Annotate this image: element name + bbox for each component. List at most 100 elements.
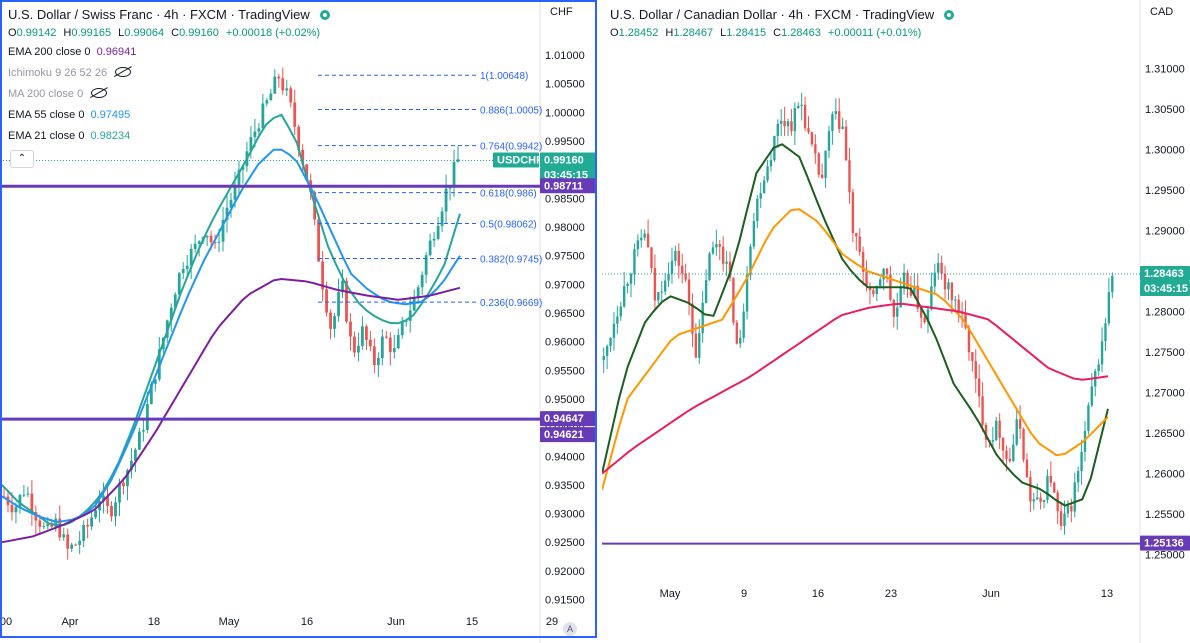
candle-body [838,111,841,129]
hidden-eye-icon[interactable] [91,88,108,98]
candle-body [790,121,793,132]
ema-series-line [602,302,1109,475]
x-tick-label: 00 [0,616,12,628]
open-value: 1.28452 [618,27,659,39]
candle-body [269,93,273,101]
hidden-eye-icon[interactable] [115,67,132,77]
indicator-ema55[interactable]: EMA 55 close 0 0.97495 [8,109,130,121]
candle-body [984,424,988,440]
candle-body [612,323,616,338]
candle-body [967,327,971,353]
indicator-ema200[interactable]: EMA 200 close 0 0.96941 [8,46,136,58]
candle-body [974,360,977,379]
last-price-label-bg [540,152,596,168]
candle-body [803,104,807,129]
candle-body [281,78,285,91]
indicator-ichimoku[interactable]: Ichimoku 9 26 52 26 [8,67,132,79]
axis-currency-label[interactable]: CAD [1150,6,1174,18]
last-price-label: 1.28463 [1144,268,1184,280]
candle-body [715,244,718,248]
candle-body [50,523,54,527]
candle-body [321,261,324,290]
y-tick-label: 0.94000 [545,451,585,463]
candle-body [153,379,157,384]
y-tick-label: 0.92500 [545,537,585,549]
candle-body [317,219,321,262]
open-value: 0.99142 [16,27,57,39]
candle-body [1090,386,1094,406]
candle-body [253,131,257,138]
usdchf-chart-pane[interactable]: 1.010001.005001.000000.995000.990000.985… [0,0,600,643]
y-tick-label: 1.28000 [1145,307,1185,319]
y-tick-label: 1.00500 [545,79,585,91]
support-price-label-bg [540,411,596,427]
chart-title: U.S. Dollar / Canadian Dollar · 4h · FXC… [610,7,955,22]
candle-body [181,269,185,274]
usdchf-chart-canvas[interactable]: 1.010001.005001.000000.995000.990000.985… [0,0,600,643]
x-tick-label: 13 [1101,588,1113,600]
candle-body [909,287,913,296]
candle-body [981,396,984,425]
support-price-label-2: 0.94621 [544,429,584,441]
candle-body [273,76,277,94]
indicator-label: EMA 21 close 0 [8,130,85,142]
axis-currency-label[interactable]: CHF [550,6,573,18]
candle-body [177,273,181,295]
candle-body [875,286,878,295]
candle-body [923,317,926,323]
candle-body [619,306,622,317]
candle-body [149,383,153,405]
candle-body [408,310,412,321]
candle-body [297,126,301,150]
candle-body [694,333,698,358]
candle-body [848,160,851,193]
change-value: +0.00011 (+0.01%) [827,27,922,39]
usdcad-chart-canvas[interactable]: 1.310001.305001.300001.295001.290001.285… [602,0,1190,643]
ohlc-readout: O0.99142 H0.99165 L0.99064 C0.99160 +0.0… [8,27,324,39]
candle-body [930,286,933,310]
indicator-ma200[interactable]: MA 200 close 0 [8,88,108,100]
candle-body [602,356,605,361]
candle-body [721,246,725,264]
candle-body [293,102,297,127]
candle-body [193,243,197,249]
candle-body [1087,405,1090,431]
indicator-ema21[interactable]: EMA 21 close 0 0.98234 [8,130,130,142]
candle-body [995,420,998,441]
candle-body [102,495,105,502]
candle-body [424,255,428,275]
ema-series-line [1,277,461,544]
candle-body [141,430,145,432]
candle-body [663,280,667,292]
candle-body [94,510,97,518]
candle-body [1063,513,1066,526]
x-tick-label: 9 [741,588,747,600]
candle-body [810,132,814,145]
candle-body [185,265,189,270]
candle-body [943,273,947,290]
candle-body [189,248,193,266]
usdcad-chart-pane[interactable]: 1.310001.305001.300001.295001.290001.285… [602,0,1190,643]
x-tick-label: Jun [982,588,1000,600]
candle-body [1049,475,1053,483]
candle-body [1036,497,1039,500]
candle-body [452,161,456,187]
x-tick-label: 16 [301,616,313,628]
candle-body [950,282,954,300]
y-tick-label: 1.26500 [1145,428,1185,440]
support-price-label: 0.94647 [544,413,584,425]
high-label: H [63,27,72,39]
candle-body [357,345,360,353]
auto-scale-button[interactable]: A [563,622,577,636]
candle-body [82,525,86,541]
candle-body [861,251,865,272]
support-price-label-2-bg [540,427,596,443]
candle-body [1029,476,1032,502]
candle-body [404,320,408,322]
candle-body [817,153,820,175]
candle-body [130,460,133,471]
x-tick-label: 18 [148,616,160,628]
candle-body [677,250,680,266]
candle-body [1107,292,1111,324]
collapse-legend-button[interactable]: ⌃ [10,150,34,168]
